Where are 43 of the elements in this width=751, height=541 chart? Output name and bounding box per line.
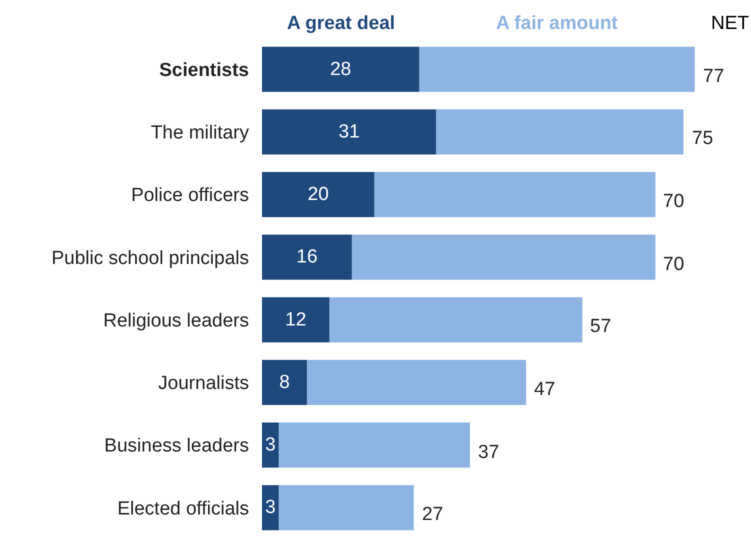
total-label: 27 bbox=[422, 504, 444, 525]
total-label: 70 bbox=[663, 191, 684, 212]
total-label: 37 bbox=[478, 442, 500, 463]
data-label: 8 bbox=[279, 372, 290, 393]
bar bbox=[374, 172, 656, 218]
total-label: 47 bbox=[534, 379, 556, 400]
bar bbox=[329, 297, 582, 342]
text: NET bbox=[711, 13, 750, 34]
series-label: A fair amount bbox=[496, 13, 618, 34]
bar bbox=[262, 234, 352, 280]
data-label: 20 bbox=[308, 184, 329, 206]
y-tick-label: Religious leaders bbox=[103, 310, 249, 332]
bar bbox=[262, 297, 330, 342]
y-tick-label: Police officers bbox=[131, 185, 249, 206]
total-label: 70 bbox=[663, 254, 684, 275]
series-label: A great deal bbox=[287, 13, 396, 34]
y-tick-label: Business leaders bbox=[104, 436, 249, 457]
total-label: 75 bbox=[692, 128, 714, 149]
total-label: 77 bbox=[703, 66, 724, 87]
bar bbox=[436, 109, 684, 154]
bar bbox=[262, 485, 279, 530]
bar bbox=[306, 360, 526, 405]
bar bbox=[352, 234, 656, 280]
bar bbox=[262, 360, 307, 405]
y-tick-label: The military bbox=[150, 122, 250, 144]
total-label: 57 bbox=[590, 316, 612, 337]
bar bbox=[262, 422, 279, 468]
bar bbox=[262, 46, 420, 92]
data-label: 3 bbox=[265, 497, 276, 518]
data-label: 28 bbox=[330, 58, 352, 80]
data-label: 16 bbox=[296, 246, 318, 268]
bar bbox=[278, 422, 470, 468]
bar bbox=[419, 46, 695, 92]
data-label: 3 bbox=[265, 434, 276, 456]
bar bbox=[262, 172, 374, 218]
y-tick-label: Elected officials bbox=[117, 498, 249, 520]
data-label: 12 bbox=[285, 309, 306, 330]
data-label: 31 bbox=[338, 121, 360, 142]
bar bbox=[278, 485, 414, 530]
y-tick-label: Public school principals bbox=[52, 248, 249, 269]
y-tick-label: Journalists bbox=[158, 373, 249, 394]
bar bbox=[262, 109, 436, 154]
y-tick-label: Scientists bbox=[159, 60, 249, 81]
